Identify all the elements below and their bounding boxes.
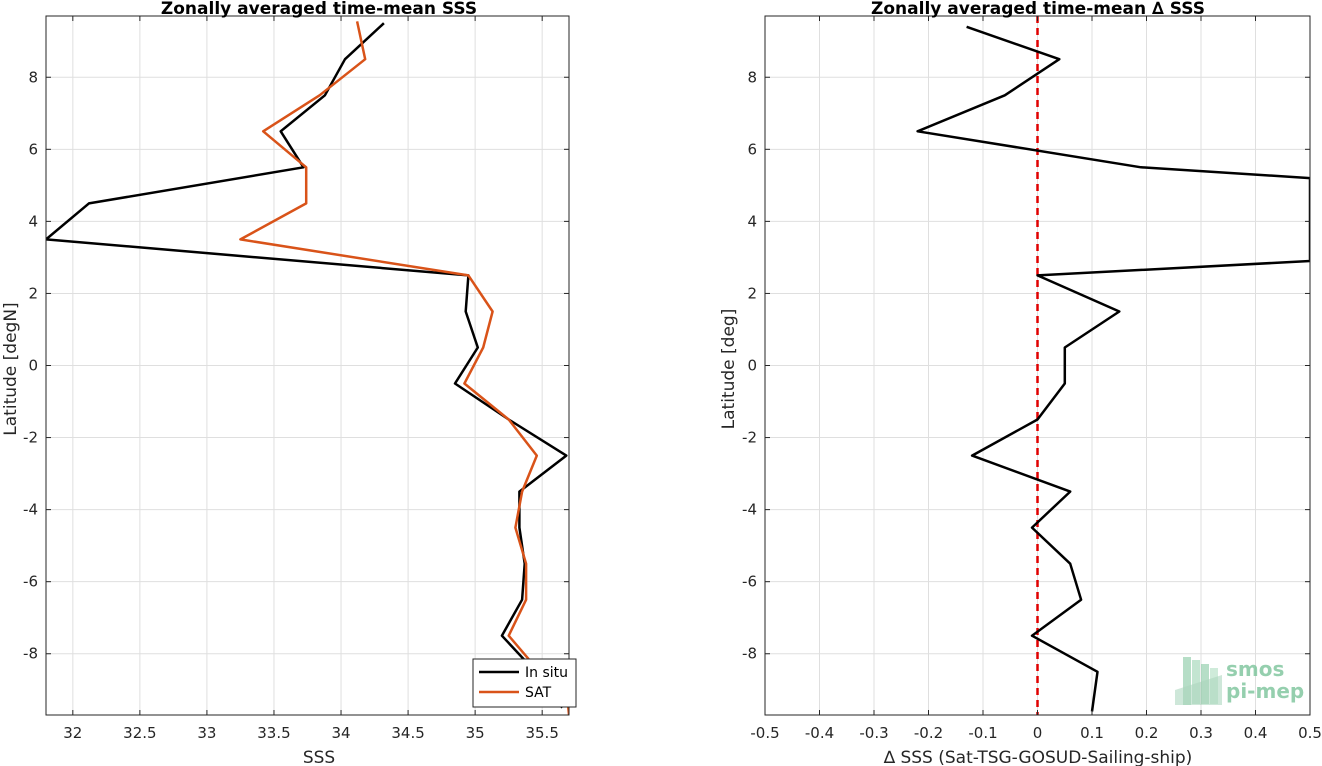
left-series-line-0: [46, 22, 568, 709]
right-ytick-label: 6: [747, 140, 757, 158]
left-series-group: [46, 21, 569, 715]
left-xtick-label: 32.5: [123, 724, 156, 742]
right-ytick-label: 8: [747, 68, 757, 86]
right-xtick-label: 0.1: [1080, 724, 1104, 742]
left-ytick-label: -6: [23, 573, 38, 591]
right-xtick-label: -0.1: [968, 724, 997, 742]
logo-mark-icon: [1175, 657, 1222, 705]
legend-box: [472, 658, 577, 708]
right-ytick-label: 0: [747, 357, 757, 375]
smos-pi-mep-logo: smos pi-mep: [1175, 657, 1304, 705]
left-grid: [46, 16, 569, 715]
right-ytick-label: -6: [742, 573, 757, 591]
left-xtick-label: 35: [466, 724, 485, 742]
right-series-group: [916, 16, 1310, 715]
right-ytick-label: -8: [742, 645, 757, 663]
right-xtick-label: -0.4: [805, 724, 834, 742]
right-ytick-label: -4: [742, 501, 757, 519]
left-xtick-label: 32: [63, 724, 82, 742]
left-ylabel: Latitude [degN]: [1, 302, 21, 435]
right-title: Zonally averaged time-mean ∆ SSS: [871, 0, 1205, 19]
chart-sss: 32 32.5 33 33.5 34 34.5 35 35.5 -8 -6 -4 -2 0 2 4 6 8 Zo…: [1, 0, 577, 766]
right-ytick-label: 2: [747, 284, 757, 302]
left-ytick-label: 6: [28, 140, 38, 158]
right-ylabel: Latitude [deg]: [719, 309, 739, 430]
legend-label-sat: SAT: [525, 685, 552, 701]
left-ytick-label: 0: [28, 357, 38, 375]
right-xlabel: ∆ SSS (Sat-TSG-GOSUD-Sailing-ship): [883, 748, 1193, 766]
right-xtick-label: 0.3: [1189, 724, 1213, 742]
right-xtick-label: -0.5: [750, 724, 779, 742]
right-ytick-label: -2: [742, 429, 757, 447]
left-xtick-label: 34: [331, 724, 350, 742]
right-xtick-label: -0.2: [914, 724, 943, 742]
left-ytick-label: -2: [23, 429, 38, 447]
logo-text-pi-mep: pi-mep: [1226, 679, 1304, 703]
left-xtick-label: 33.5: [257, 724, 290, 742]
left-xtick-label: 33: [197, 724, 216, 742]
left-series-line-1: [239, 21, 569, 715]
left-ytick-label: -4: [23, 501, 38, 519]
left-ytick-label: 2: [28, 284, 38, 302]
left-title: Zonally averaged time-mean SSS: [161, 0, 477, 19]
legend: In situ SAT: [472, 658, 577, 708]
right-xtick-label: 0: [1033, 724, 1043, 742]
left-tick-group: 32 32.5 33 33.5 34 34.5 35 35.5 -8 -6 -4 -2 0 2 4 6 8: [23, 16, 569, 742]
right-xtick-label: 0.5: [1298, 724, 1322, 742]
left-ytick-label: -8: [23, 645, 38, 663]
left-ytick-label: 8: [28, 68, 38, 86]
right-ytick-label: 4: [747, 212, 757, 230]
right-xtick-label: 0.2: [1135, 724, 1159, 742]
right-xtick-label: 0.4: [1244, 724, 1268, 742]
right-xtick-label: -0.3: [859, 724, 888, 742]
legend-label-in-situ: In situ: [525, 665, 568, 681]
right-series-line-0: [916, 25, 1310, 712]
left-xtick-label: 35.5: [525, 724, 558, 742]
chart-delta-sss: -0.5 -0.4 -0.3 -0.2 -0.1 0 0.1 0.2 0.3 0.4 0.5 -8 -6…: [719, 0, 1322, 766]
left-xtick-label: 34.5: [391, 724, 424, 742]
logo-text-smos: smos: [1226, 657, 1284, 681]
right-tick-group: -0.5 -0.4 -0.3 -0.2 -0.1 0 0.1 0.2 0.3 0.4 0.5 -8 -6…: [742, 16, 1322, 742]
left-ytick-label: 4: [28, 212, 38, 230]
left-xlabel: SSS: [303, 748, 335, 766]
